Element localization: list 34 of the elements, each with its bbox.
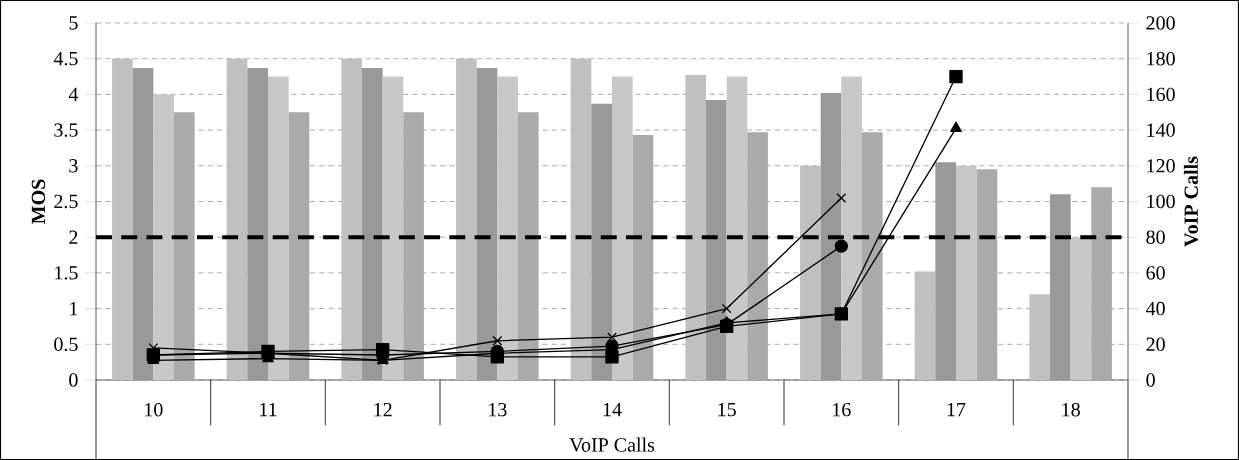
y2-tick-label: 20 [1146,337,1165,351]
y2-tick-label: 100 [1147,194,1175,209]
x-tick-label: 11 [260,402,277,416]
y-tick-label: 1.5 [55,265,78,280]
y2-tick-label: 40 [1145,301,1165,316]
y-tick-label: 3 [69,158,78,173]
y-tick-label: 2.5 [54,194,78,209]
y2-tick-label: 60 [1146,265,1165,280]
y-tick-label: 0.5 [54,337,78,351]
y-tick-label: 4.5 [53,51,78,66]
y-tick-label: 5 [69,16,78,30]
y-tick-label: 3.5 [54,123,78,137]
y-tick-label: 1 [70,301,78,316]
x-axis-title: VoIP Calls [569,437,655,452]
x-tick-label: 15 [718,402,736,417]
y2-tick-label: 200 [1146,16,1175,30]
x-tick-label: 12 [374,402,392,416]
x-tick-label: 10 [145,402,163,417]
y2-tick-label: 0 [1146,373,1155,387]
y2-tick-label: 160 [1147,87,1175,101]
x-tick-label: 17 [947,402,966,416]
y-tick-label: 4 [68,87,79,101]
y2-tick-label: 80 [1146,230,1165,244]
x-tick-label: 13 [489,402,507,417]
y2-tick-label: 140 [1147,123,1175,137]
x-tick-label: 14 [603,402,622,416]
y2-tick-label: 120 [1147,158,1175,173]
y-tick-label: 0 [69,373,78,387]
y2-tick-label: 180 [1147,51,1175,66]
x-tick-label: 18 [1062,402,1080,417]
y2-axis-title: VoIP Calls [1183,156,1199,247]
y-axis-title: MOS [31,179,46,224]
y-tick-label: 2 [69,230,78,244]
x-tick-label: 16 [833,402,851,417]
